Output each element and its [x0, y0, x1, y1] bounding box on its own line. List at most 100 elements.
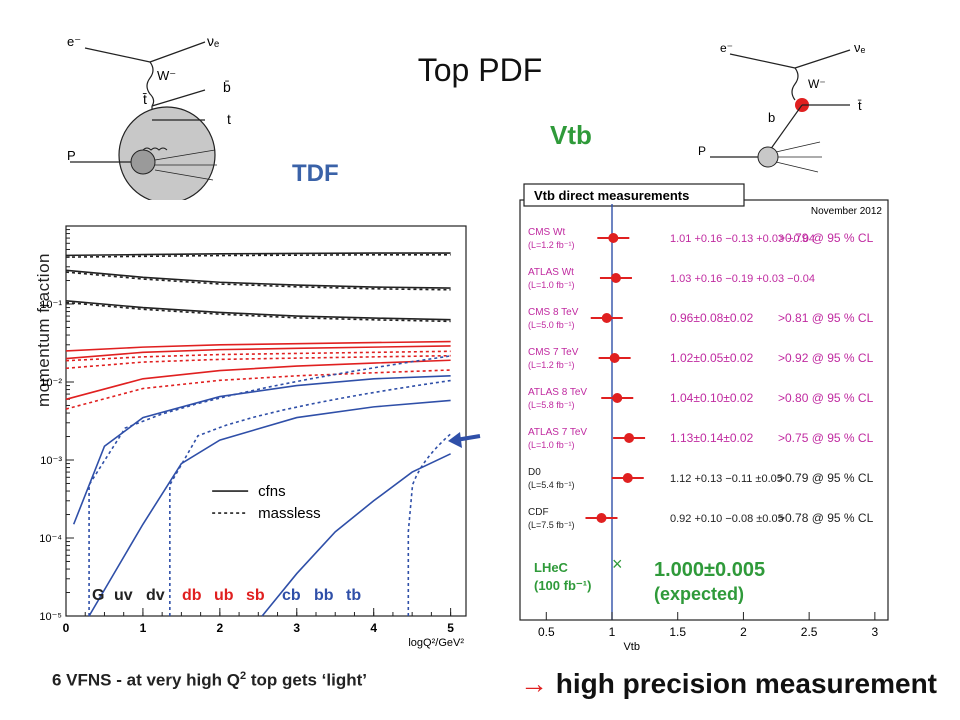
proton-blob: [118, 106, 216, 200]
conclusion: → high precision measurement: [520, 668, 937, 700]
measurement-limit: >0.92 @ 95 % CL: [778, 351, 874, 365]
curve-sb-cfns: [65, 359, 451, 401]
measurement-limit: >0.78 @ 95 % CL: [778, 511, 874, 525]
y-tick-label: 10⁻⁴: [39, 533, 62, 545]
electron-line-in: [84, 47, 151, 63]
x-tick-label: 1: [140, 621, 147, 635]
measurement-point: [622, 473, 633, 483]
curve-ub-cfns: [65, 345, 451, 360]
label-e: e⁻: [67, 34, 81, 49]
lhec-name: LHeC: [534, 560, 569, 575]
parton-label-sb: sb: [246, 587, 265, 604]
curve-dv-cfns: [65, 299, 451, 321]
lhec-note: (expected): [654, 584, 744, 604]
measurement-lumi: (L=5.8 fb⁻¹): [528, 400, 575, 410]
vtb-x-tick-label: 3: [872, 625, 879, 639]
vtb-x-tick-label: 0.5: [538, 625, 555, 639]
measurement-limit: >0.80 @ 95 % CL: [778, 391, 874, 405]
neutrino-line: [149, 41, 206, 63]
x-tick-label: 0: [63, 621, 70, 635]
measurement-limit: >0.81 @ 95 % CL: [778, 311, 874, 325]
parton-label-dv: dv: [146, 587, 165, 604]
measurement-lumi: (L=5.4 fb⁻¹): [528, 480, 575, 490]
tdf-label: TDF: [292, 160, 339, 187]
caption: 6 VFNS - at very high Q2 top gets ‘light…: [52, 670, 368, 690]
measurement-lumi: (L=1.2 fb⁻¹): [528, 240, 575, 250]
vtb-x-tick-label: 1.5: [669, 625, 686, 639]
label-e: e⁻: [720, 41, 733, 55]
parton-label-G: G: [92, 587, 104, 604]
measurement-point: [601, 313, 612, 323]
x-tick-label: 5: [447, 621, 454, 635]
curve-bb-massless: [169, 379, 451, 616]
label-p: P: [67, 148, 76, 163]
parton-label-uv: uv: [114, 587, 133, 604]
pdf-chart: 0 1 2 3 4 5 logQ²/GeV² 10⁻⁵ 10⁻⁴ 10⁻³ 10⁻² 10⁻¹ cfns…: [39, 225, 467, 649]
vtb-x-tick-label: 2.5: [801, 625, 818, 639]
curve-dv-massless: [65, 301, 451, 323]
curve-uv-massless: [65, 271, 451, 291]
measurement-name: CMS Wt: [528, 227, 565, 238]
legend-massless-label: massless: [258, 505, 321, 522]
legend-cfns-label: cfns: [258, 483, 286, 500]
conclusion-text: high precision measurement: [555, 668, 937, 699]
measurement-name: ATLAS 8 TeV: [528, 387, 587, 398]
measurement-name: CMS 8 TeV: [528, 307, 579, 318]
vtb-chart: Vtb direct measurements November 2012 CMS …: [519, 183, 889, 653]
measurement-point: [610, 273, 621, 283]
bbar-line: [151, 89, 206, 107]
label-tbar: t̄: [858, 98, 862, 113]
measurement-result: 1.04±0.10±0.02: [670, 391, 754, 405]
x-tick-label: 3: [293, 621, 300, 635]
measurement-result: 1.12 +0.13 −0.11 ±0.05: [670, 473, 783, 485]
curve-tb-massless: [407, 433, 452, 616]
label-tbar: t̄: [143, 91, 147, 107]
vtb-label: Vtb: [550, 120, 592, 150]
measurement-lumi: (L=1.0 fb⁻¹): [528, 280, 575, 290]
pointer-arrow: [448, 432, 481, 448]
parton-label-db: db: [182, 587, 202, 604]
measurement-result: 1.02±0.05±0.02: [670, 351, 754, 365]
label-nu: νₑ: [207, 33, 219, 49]
y-tick-label: 10⁻²: [40, 377, 62, 389]
x-axis-label: logQ²/GeV²: [408, 637, 464, 649]
measurement-point: [612, 393, 623, 403]
curve-cb-massless: [88, 355, 451, 616]
measurement-result: 0.96±0.08±0.02: [670, 311, 754, 325]
measurement-lumi: (L=1.2 fb⁻¹): [528, 360, 575, 370]
curve-tb-cfns: [261, 453, 451, 617]
parton-label-ub: ub: [214, 587, 234, 604]
vtb-date: November 2012: [811, 206, 883, 217]
measurement-point: [608, 233, 619, 243]
measurement-result: 1.03 +0.16 −0.19 +0.03 −0.04: [670, 273, 815, 285]
curve-G-massless: [65, 253, 451, 258]
x-tick-label: 2: [217, 621, 224, 635]
vtb-x-tick-label: 1: [609, 625, 616, 639]
gluon-line: [142, 147, 168, 151]
measurement-lumi: (L=1.0 fb⁻¹): [528, 440, 575, 450]
slide-title: Top PDF: [417, 52, 543, 88]
measurement-limit: >0.79 @ 95 % CL: [778, 231, 874, 245]
measurement-limit: >0.79 @ 95 % CL: [778, 471, 874, 485]
curve-uv-cfns: [65, 269, 451, 289]
plot-frame: [65, 225, 467, 617]
vtb-title-box: [523, 183, 745, 207]
feynman-diagram-left: e⁻ νₑ W⁻ t̄ b̄ t P: [67, 33, 231, 200]
curve-G-cfns: [65, 252, 451, 257]
label-nu: νₑ: [854, 40, 866, 55]
measurement-limit: >0.75 @ 95 % CL: [778, 431, 874, 445]
vtb-x-axis-label: Vtb: [623, 641, 640, 653]
measurement-point: [596, 513, 607, 523]
measurement-lumi: (L=5.0 fb⁻¹): [528, 320, 575, 330]
label-t: t: [227, 111, 231, 127]
lhec-result: 1.000±0.005: [654, 559, 765, 581]
x-tick-label: 4: [370, 621, 377, 635]
measurement-result: 1.01 +0.16 −0.13 +0.03 −0.04: [670, 233, 815, 245]
parton-label-bb: bb: [314, 587, 334, 604]
lhec-lumi: (100 fb⁻¹): [534, 578, 591, 593]
label-w: W⁻: [808, 77, 826, 91]
lhec-marker: ×: [612, 554, 623, 574]
measurement-name: ATLAS Wt: [528, 267, 574, 278]
y-tick-label: 10⁻¹: [40, 299, 62, 311]
conclusion-arrow: →: [520, 668, 548, 699]
